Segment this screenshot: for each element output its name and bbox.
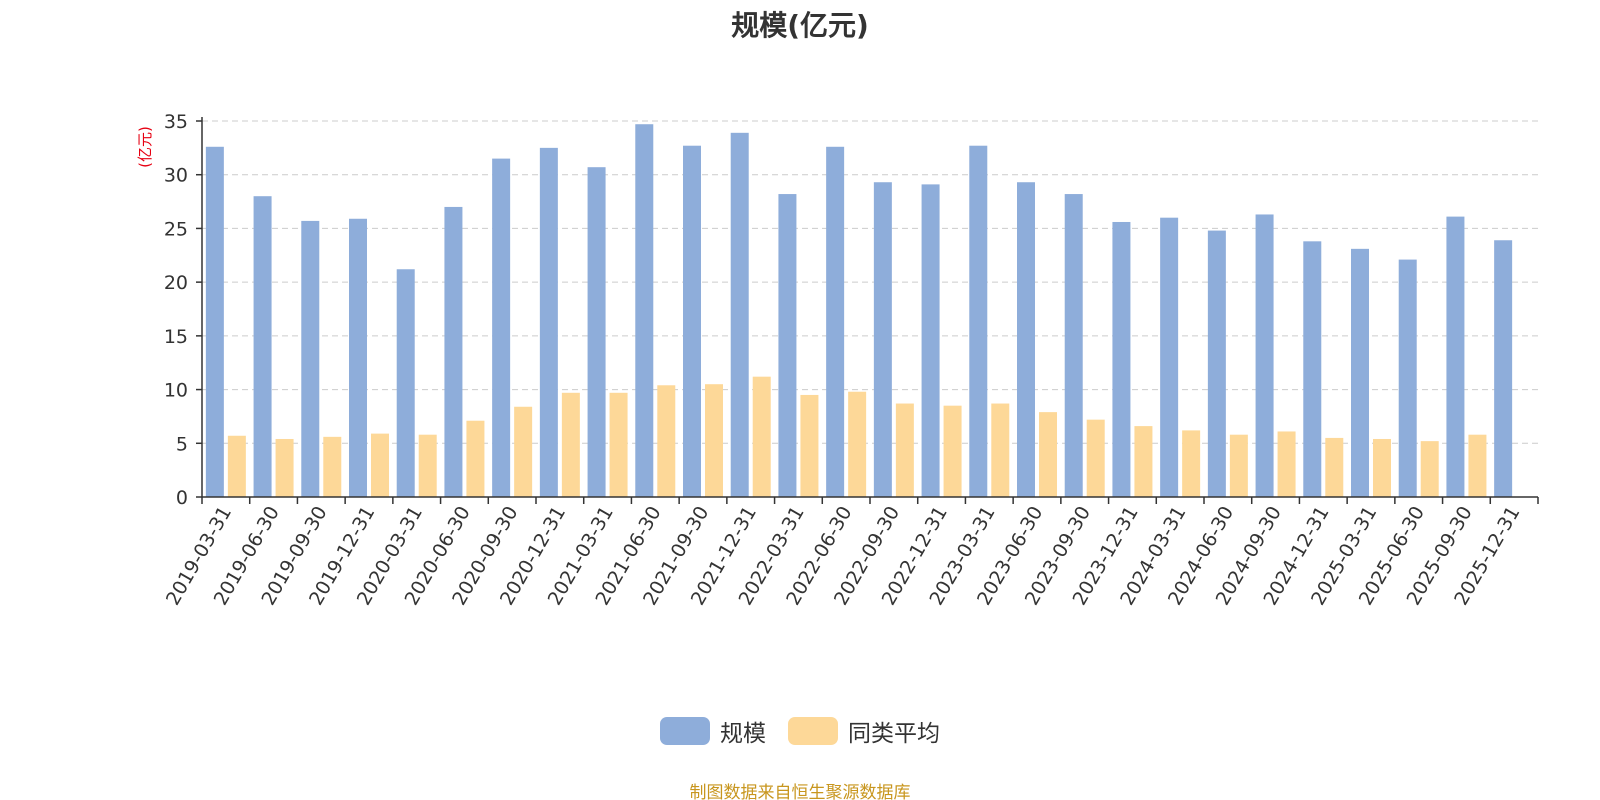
y-tick-label: 25 xyxy=(164,218,188,240)
y-tick-label: 0 xyxy=(176,487,188,509)
bar-peer-average xyxy=(1039,412,1057,497)
bar-peer-average xyxy=(1468,434,1487,497)
y-tick-label: 20 xyxy=(164,272,188,294)
bar-scale xyxy=(1017,182,1035,497)
y-tick-label: 30 xyxy=(164,165,188,187)
bar-chart: (亿元) 051015202530352019-03-312019-06-302… xyxy=(136,111,1539,609)
bar-scale xyxy=(683,145,701,498)
legend-swatch xyxy=(660,717,710,745)
bar-scale xyxy=(921,184,940,497)
legend-item-scale[interactable]: 规模 xyxy=(660,714,766,748)
bar-peer-average xyxy=(275,438,294,497)
bar-peer-average xyxy=(1134,426,1153,497)
y-tick-label: 10 xyxy=(164,380,188,402)
bar-scale xyxy=(969,145,988,498)
source-note: 制图数据来自恒生聚源数据库 xyxy=(689,783,911,800)
bar-peer-average xyxy=(418,434,437,497)
bar-peer-average xyxy=(227,435,246,497)
legend-swatch xyxy=(788,717,838,745)
bar-peer-average xyxy=(848,391,867,497)
bar-peer-average xyxy=(609,392,628,497)
bar-scale xyxy=(1494,240,1513,497)
y-tick-label: 35 xyxy=(164,111,188,133)
bar-peer-average xyxy=(1086,419,1105,497)
bar-scale xyxy=(349,218,367,497)
bar-scale xyxy=(1064,194,1083,497)
bar-peer-average xyxy=(1325,437,1344,497)
axes xyxy=(196,117,1539,504)
bar-scale xyxy=(1255,214,1274,497)
legend-label: 规模 xyxy=(720,721,766,747)
bar-scale xyxy=(1112,221,1131,498)
bar-peer-average xyxy=(371,433,389,497)
bar-peer-average xyxy=(466,420,485,497)
bar-scale xyxy=(444,206,463,497)
bar-peer-average xyxy=(1373,438,1391,497)
bar-scale xyxy=(1160,217,1179,497)
bar-peer-average xyxy=(1182,430,1201,497)
bar-peer-average xyxy=(1277,431,1296,497)
bar-scale xyxy=(253,196,272,497)
chart-title: 规模(亿元) xyxy=(731,9,869,42)
bar-peer-average xyxy=(752,376,771,497)
bar-scale xyxy=(492,158,511,497)
y-axis-unit-label: (亿元) xyxy=(136,126,154,168)
bar-scale xyxy=(205,146,224,498)
bar-scale xyxy=(1207,230,1226,497)
bar-scale xyxy=(778,194,797,497)
bar-peer-average xyxy=(991,403,1010,497)
legend: 规模 同类平均 xyxy=(0,714,1600,748)
bar-scale xyxy=(730,132,749,497)
legend-label: 同类平均 xyxy=(848,721,940,747)
bar-scale xyxy=(396,269,415,497)
bar-scale xyxy=(1446,216,1465,497)
bar-peer-average xyxy=(657,385,676,497)
bar-peer-average xyxy=(1229,434,1248,497)
bar-peer-average xyxy=(1420,441,1439,497)
bar-scale xyxy=(1351,248,1369,497)
legend-item-peer-average[interactable]: 同类平均 xyxy=(788,714,940,748)
bar-peer-average xyxy=(800,394,819,497)
y-tick-label: 5 xyxy=(176,433,188,455)
bar-peer-average xyxy=(705,384,723,497)
bar-scale xyxy=(826,146,845,498)
bar-peer-average xyxy=(323,436,342,497)
bar-peer-average xyxy=(561,392,580,497)
bar-scale xyxy=(301,220,320,497)
bar-scale xyxy=(1303,241,1322,497)
bar-peer-average xyxy=(514,406,533,497)
bar-peer-average xyxy=(895,403,914,497)
bar-scale xyxy=(539,147,558,497)
bars xyxy=(205,124,1513,498)
bar-scale xyxy=(587,167,606,498)
bar-scale xyxy=(873,182,892,497)
bar-peer-average xyxy=(943,405,962,497)
y-tick-label: 15 xyxy=(164,326,188,348)
bar-scale xyxy=(1398,259,1417,497)
bar-scale xyxy=(635,124,654,498)
